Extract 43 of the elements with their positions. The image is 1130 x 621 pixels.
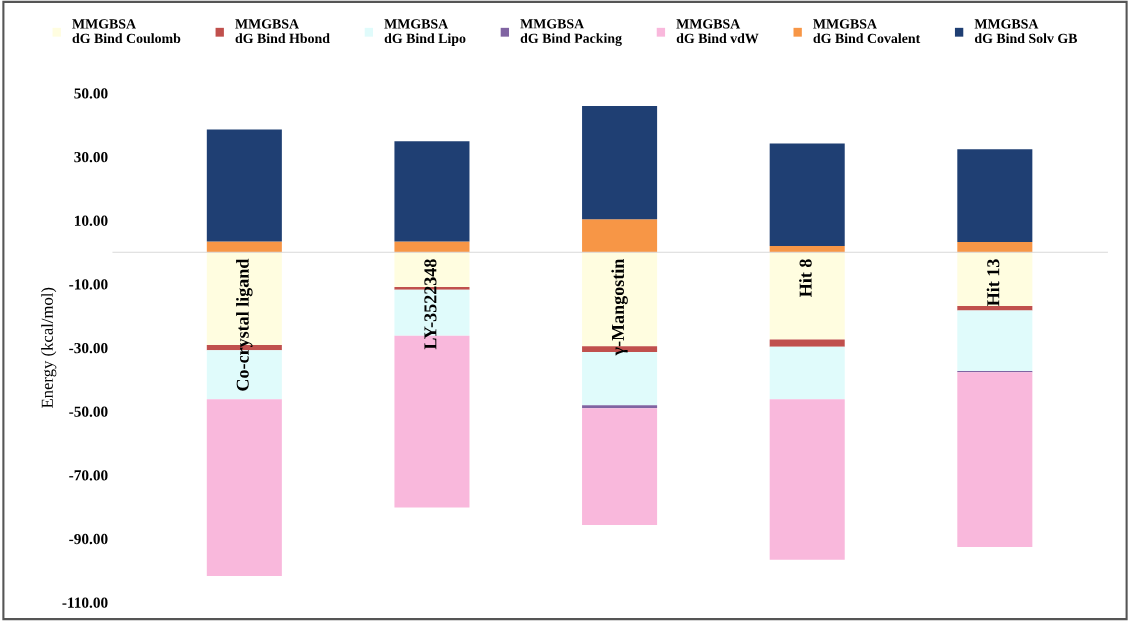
y-tick-label: -10.00 [69,279,108,290]
bar [957,306,1033,311]
bar [769,346,845,400]
bar [206,241,282,253]
y-tick-label: -90.00 [69,533,108,545]
bar [394,241,470,253]
bar [769,252,845,340]
bar [957,149,1033,243]
x-tick-label: γ-Mangostin [611,258,628,356]
y-tick-label: 30.00 [74,151,108,163]
y-tick-label: 10.00 [74,215,108,226]
legend-label: MMGBSA dG Bind Hbond [235,19,330,44]
y-tick-label: -70.00 [69,470,108,481]
y-tick-label: 50.00 [74,88,108,99]
y-tick-label: -50.00 [69,406,108,417]
x-tick-label: Hit 13 [986,259,1000,306]
y-tick-label: -110.00 [62,597,108,608]
bar [206,399,282,576]
bar [957,310,1033,371]
bar [957,372,1033,547]
legend-label: MMGBSA dG Bind Packing [520,19,622,46]
bar [582,219,658,253]
bar [769,143,845,246]
x-tick-label: Co-crystal ligand [236,258,253,391]
legend-label: MMGBSA dG Bind Covalent [813,19,921,44]
bar [769,399,845,560]
x-tick-label: Hit 8 [799,259,812,297]
bar [582,405,658,409]
y-tick-label: -30.00 [69,342,108,354]
bar [582,408,658,526]
bar [394,141,470,242]
bar [582,105,658,220]
bar [769,245,845,253]
x-tick-label: LY-3522348 [424,259,437,350]
y-axis-title: Energy (kcal/mol) [41,287,57,408]
bar [206,129,282,242]
bar [769,339,845,347]
legend-label: MMGBSA dG Bind Lipo [384,19,466,46]
bar [957,242,1033,253]
bar [957,252,1033,307]
legend-label: MMGBSA dG Bind Solv GB [974,19,1078,44]
legend-label: MMGBSA dG Bind Coulomb [72,19,181,44]
legend-label: MMGBSA dG Bind vdW [676,19,759,44]
